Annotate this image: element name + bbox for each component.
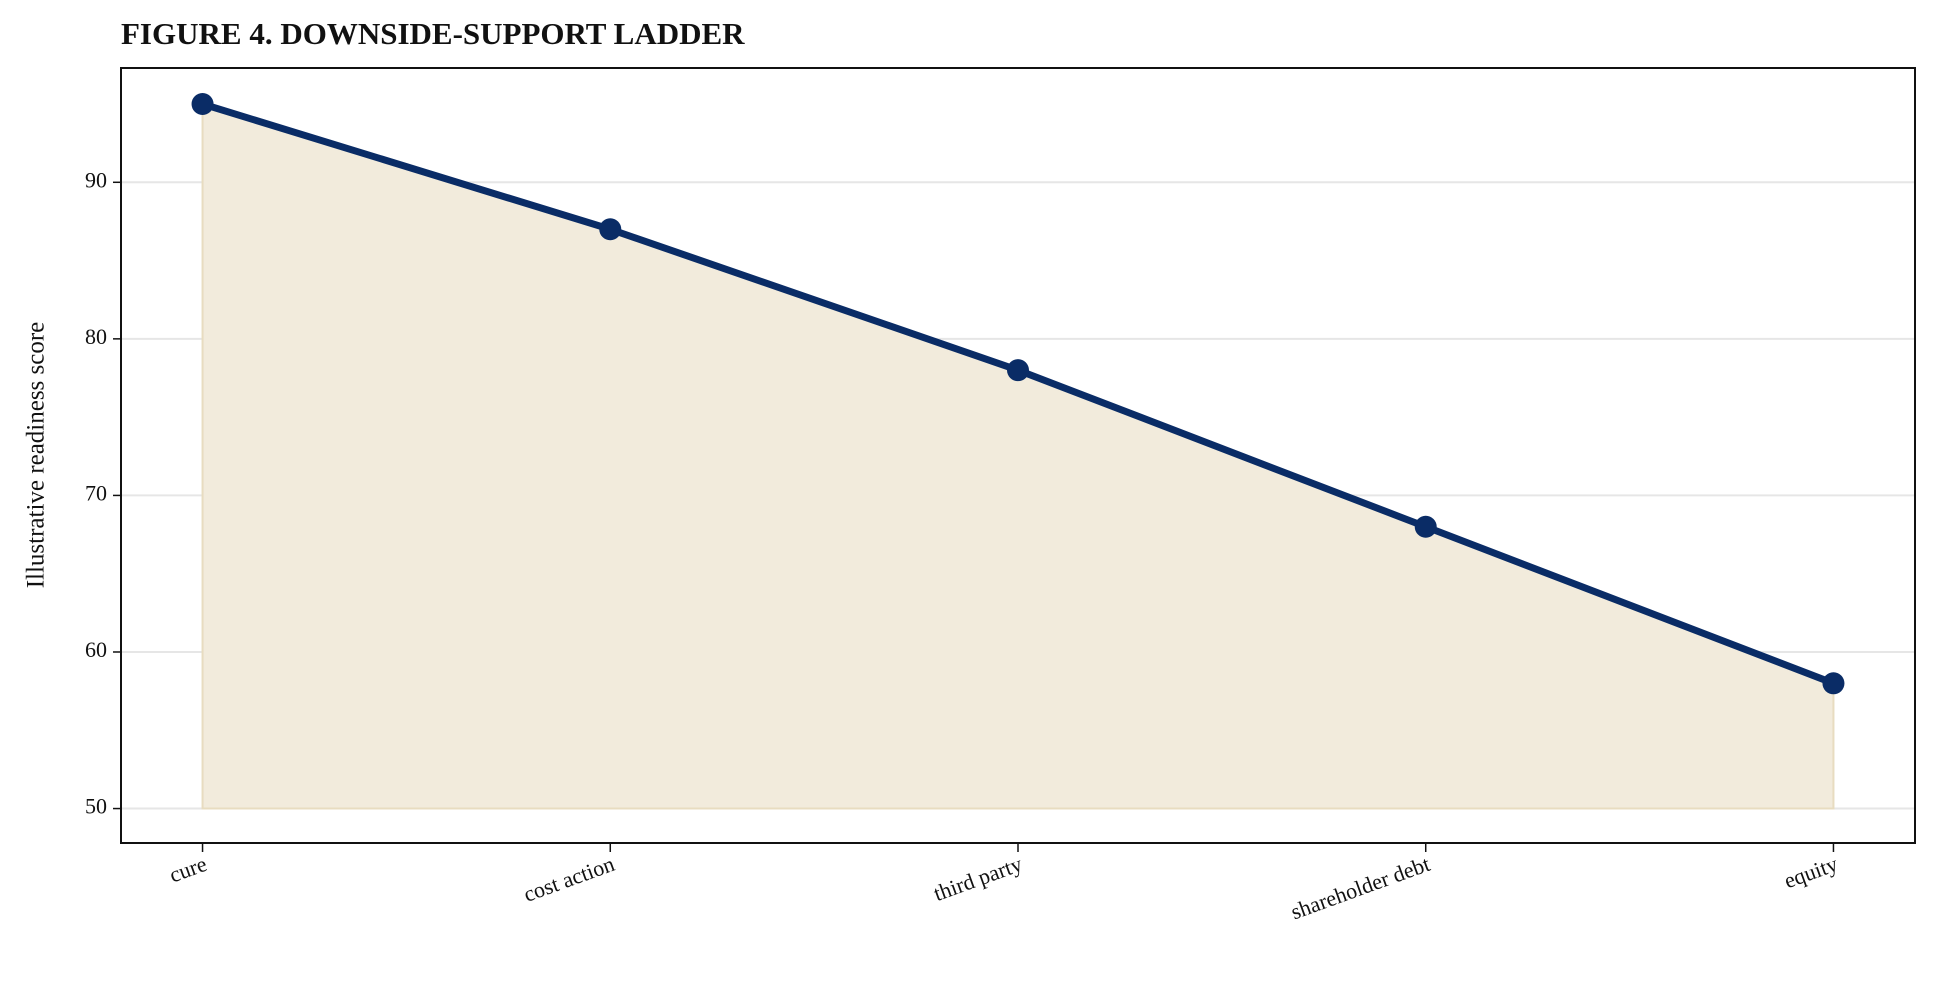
x-tick-label: cost action xyxy=(520,851,618,907)
marker xyxy=(1414,515,1437,538)
marker xyxy=(191,93,214,116)
x-tick-label: equity xyxy=(1781,851,1841,893)
x-tick-label: cure xyxy=(166,851,210,887)
plot-frame xyxy=(120,67,1916,844)
y-tick-label: 50 xyxy=(85,794,107,819)
y-tick-label: 80 xyxy=(85,324,107,349)
chart-title: FIGURE 4. DOWNSIDE-SUPPORT LADDER xyxy=(121,16,745,51)
x-tick-label: shareholder debt xyxy=(1287,851,1433,924)
y-tick-label: 60 xyxy=(85,637,107,662)
marker xyxy=(599,218,622,241)
y-tick-label: 90 xyxy=(85,167,107,192)
marker xyxy=(1822,672,1845,695)
y-axis-label: Illustrative readiness score xyxy=(23,322,50,589)
x-tick-label: third party xyxy=(930,851,1025,906)
y-tick-label: 70 xyxy=(85,480,107,505)
area xyxy=(201,102,1835,810)
marker xyxy=(1007,359,1029,382)
